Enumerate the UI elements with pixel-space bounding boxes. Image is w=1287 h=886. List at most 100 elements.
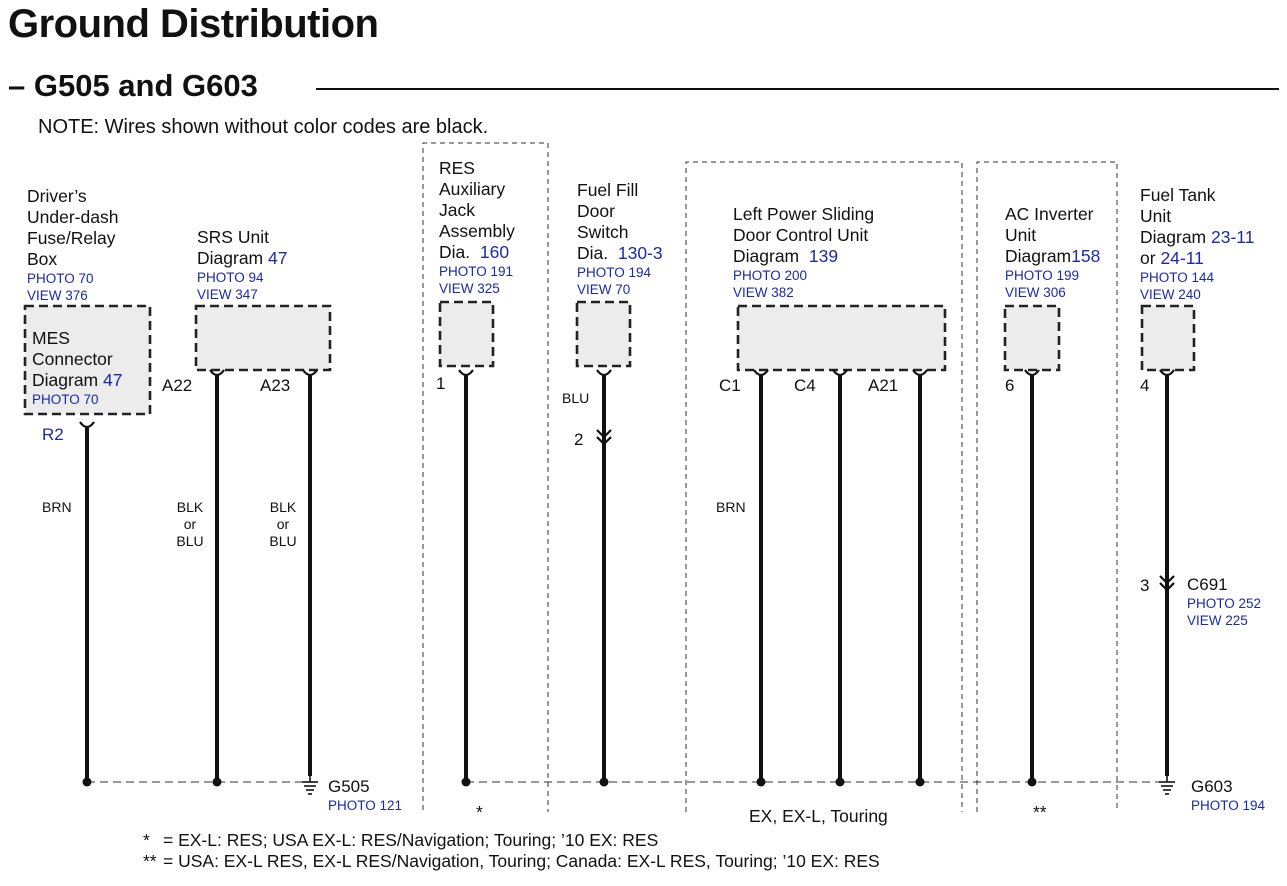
fuel-door-name-line: Door — [577, 201, 615, 221]
wire-color-line: BLK — [269, 499, 297, 515]
fuel-tank-name-line: Fuel Tank — [1140, 185, 1216, 205]
fuel-tank-diagram-label: Diagram — [1140, 227, 1207, 247]
res-view-link[interactable]: VIEW 325 — [439, 281, 500, 296]
ac-inverter-box — [1003, 304, 1061, 372]
res-option-boundary — [422, 142, 549, 812]
c691-photo-link[interactable]: PHOTO 252 — [1187, 596, 1262, 611]
pin-hook-a22 — [209, 369, 225, 377]
sliding-door-diagram-link[interactable]: 139 — [808, 246, 839, 266]
footnote-1: * = EX-L: RES; USA EX-L: RES/Navigation; … — [143, 830, 658, 851]
splice-dot — [82, 777, 92, 787]
fuse-box-photo-link[interactable]: PHOTO 70 — [27, 271, 94, 286]
sliding-door-diagram-label: Diagram — [733, 246, 800, 266]
pin-hook-ac-6 — [1024, 369, 1040, 377]
mes-name-line: MES — [32, 328, 70, 348]
g505-name: G505 — [328, 777, 370, 796]
res-photo-link[interactable]: PHOTO 191 — [439, 264, 514, 279]
wire-color-brn: BRN — [42, 499, 72, 515]
res-jack-box — [438, 300, 495, 368]
wire-color-line: BLU — [269, 533, 297, 549]
section-title: – G505 and G603 — [8, 68, 258, 104]
srs-unit-box — [194, 304, 332, 372]
res-name-line: RES — [439, 158, 475, 178]
fuel-tank-photo-link[interactable]: PHOTO 144 — [1140, 270, 1215, 285]
sliding-door-photo-link[interactable]: PHOTO 200 — [733, 268, 808, 283]
page-title: Ground Distribution — [8, 2, 379, 46]
ground-symbol-g505-icon — [302, 776, 318, 795]
fuse-box-name-line: Box — [27, 249, 58, 269]
sliding-door-option-boundary — [685, 161, 963, 812]
srs-diagram-link[interactable]: 47 — [268, 248, 288, 268]
splice-dot — [212, 777, 222, 787]
mes-diagram-link[interactable]: 47 — [103, 370, 123, 390]
mes-name-line: Connector — [32, 349, 113, 369]
srs-pin-a23: A23 — [260, 376, 291, 395]
ac-inverter-diagram-link[interactable]: 158 — [1071, 246, 1101, 266]
res-option-mark: * — [476, 802, 483, 822]
pin-hook-c4 — [832, 369, 848, 377]
fuse-box-name-line: Fuse/Relay — [27, 228, 116, 248]
fuel-door-photo-link[interactable]: PHOTO 194 — [577, 265, 652, 280]
g603-photo-link[interactable]: PHOTO 194 — [1191, 798, 1266, 813]
fuel-tank-pin-4: 4 — [1140, 376, 1150, 395]
pin-hook-res-1 — [458, 369, 474, 377]
g603-name: G603 — [1191, 777, 1233, 796]
srs-diagram-label: Diagram — [197, 248, 264, 268]
fuel-tank-label: Fuel Tank Unit Diagram 23-11 or 24-11 PH… — [1140, 185, 1254, 303]
fuel-tank-name-line: Unit — [1140, 206, 1172, 226]
wire-color-blk-or-blu: BLK or BLU — [266, 499, 300, 550]
fuse-box-label: Driver’s Under-dash Fuse/Relay Box PHOTO… — [27, 186, 118, 304]
fuel-door-switch-label: Fuel Fill Door Switch Dia. 130-3 PHOTO 1… — [577, 180, 663, 298]
fuel-door-view-link[interactable]: VIEW 70 — [577, 282, 631, 297]
mes-connector-box — [23, 304, 152, 416]
ac-inverter-view-link[interactable]: VIEW 306 — [1005, 285, 1066, 300]
sliding-door-pin-c4: C4 — [794, 376, 816, 395]
fuel-door-diagram-link[interactable]: 130-3 — [617, 243, 663, 263]
wire-color-blk-or-blu: BLK or BLU — [173, 499, 207, 550]
ac-inverter-option-mark: ** — [1033, 802, 1047, 822]
res-diagram-link[interactable]: 160 — [479, 242, 510, 262]
fuel-door-name-line: Switch — [577, 222, 629, 242]
wire-color-brn: BRN — [716, 499, 746, 515]
wire-color-line: BLK — [176, 499, 204, 515]
note-text: NOTE: Wires shown without color codes ar… — [38, 116, 489, 138]
splice-dot — [756, 777, 766, 787]
ac-inverter-diagram-label: Diagram — [1005, 246, 1072, 266]
wire-color-line: or — [183, 516, 197, 532]
fuse-box-view-link[interactable]: VIEW 376 — [27, 288, 88, 303]
fuel-door-name-line: Fuel Fill — [577, 180, 639, 200]
fuel-tank-diagram-link-2[interactable]: 24-11 — [1160, 248, 1204, 268]
option-boundaries — [422, 142, 1118, 812]
fuel-tank-or: or — [1140, 248, 1156, 268]
res-diagram-label: Dia. — [439, 242, 471, 262]
sliding-door-view-link[interactable]: VIEW 382 — [733, 285, 794, 300]
footnote-text: = EX-L: RES; USA EX-L: RES/Navigation; T… — [163, 830, 659, 850]
mes-connector-label: MES Connector Diagram 47 PHOTO 70 — [32, 328, 122, 408]
pin-hook-c1 — [753, 369, 769, 377]
g505-photo-link[interactable]: PHOTO 121 — [328, 798, 403, 813]
wire-color-line: BLU — [176, 533, 204, 549]
sliding-door-unit-box — [736, 304, 947, 372]
mes-diagram-label: Diagram — [32, 370, 99, 390]
srs-name: SRS Unit — [197, 227, 269, 247]
srs-view-link[interactable]: VIEW 347 — [197, 287, 258, 302]
res-jack-label: RES Auxiliary Jack Assembly Dia. 160 PHO… — [439, 158, 515, 297]
pin-hook-a23 — [302, 369, 318, 377]
fuel-tank-diagram-link[interactable]: 23-11 — [1211, 227, 1255, 247]
mes-photo-link[interactable]: PHOTO 70 — [32, 392, 99, 407]
section-dash: – — [8, 68, 34, 103]
ac-inverter-photo-link[interactable]: PHOTO 199 — [1005, 268, 1080, 283]
footnote-2: ** = USA: EX-L RES, EX-L RES/Navigation, … — [143, 851, 880, 872]
c691-pin-3: 3 — [1140, 576, 1150, 595]
pin-hook-a21 — [912, 369, 928, 377]
splice-dot — [599, 777, 609, 787]
fuse-box-name-line: Driver’s — [27, 186, 87, 206]
res-name-line: Assembly — [439, 221, 515, 241]
fuel-tank-view-link[interactable]: VIEW 240 — [1140, 287, 1201, 302]
sliding-door-name-line: Left Power Sliding — [733, 204, 875, 224]
splice-dot — [461, 777, 471, 787]
mes-pin-r2: R2 — [42, 425, 64, 444]
c691-view-link[interactable]: VIEW 225 — [1187, 613, 1248, 628]
srs-photo-link[interactable]: PHOTO 94 — [197, 270, 264, 285]
section-title-text: G505 and G603 — [33, 68, 258, 103]
